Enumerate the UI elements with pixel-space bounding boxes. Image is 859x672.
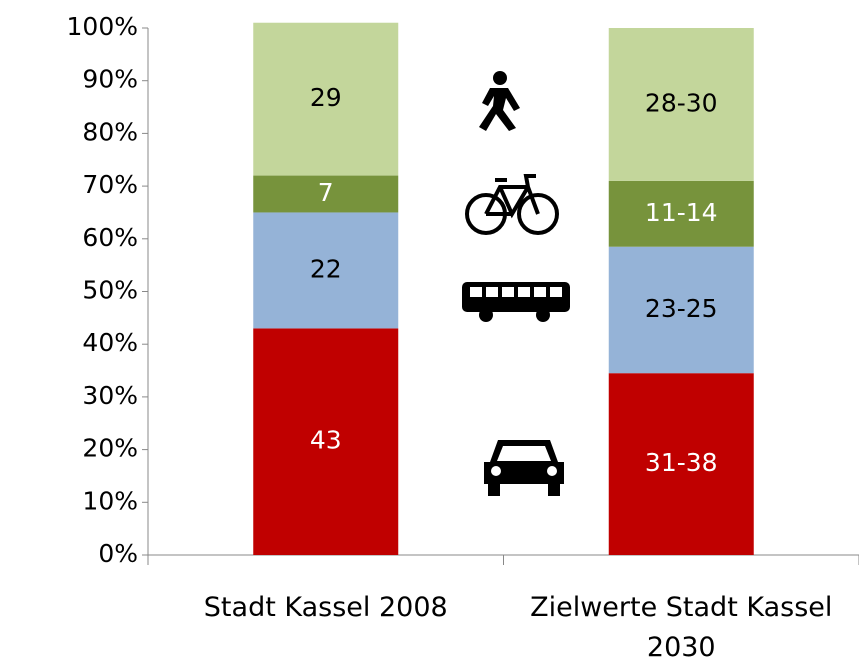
y-tick-label: 100% bbox=[67, 12, 138, 41]
bar-segment bbox=[608, 180, 754, 247]
bicycle-icon bbox=[465, 174, 559, 235]
y-tick-label: 80% bbox=[82, 117, 138, 146]
data-label: 11-14 bbox=[645, 198, 718, 227]
data-label: 23-25 bbox=[645, 294, 718, 323]
y-tick-label: 50% bbox=[82, 276, 138, 305]
bar-segment bbox=[608, 373, 754, 555]
data-label: 43 bbox=[310, 426, 342, 455]
data-label: 28-30 bbox=[645, 88, 718, 117]
y-tick-label: 0% bbox=[98, 539, 138, 568]
icons bbox=[462, 71, 570, 496]
data-label: 7 bbox=[318, 178, 334, 207]
bus-icon bbox=[462, 282, 570, 322]
y-tick-label: 10% bbox=[82, 486, 138, 515]
y-tick-label: 40% bbox=[82, 328, 138, 357]
car-icon bbox=[484, 440, 564, 496]
bar-segment bbox=[253, 328, 399, 555]
y-tick-label: 60% bbox=[82, 223, 138, 252]
y-tick-label: 70% bbox=[82, 170, 138, 199]
data-label: 29 bbox=[310, 83, 342, 112]
data-label: 22 bbox=[310, 254, 342, 283]
bar-segment bbox=[608, 28, 754, 181]
bar-segment bbox=[253, 212, 399, 329]
bar-segment bbox=[253, 175, 399, 213]
y-tick-label: 90% bbox=[82, 65, 138, 94]
y-tick-label: 20% bbox=[82, 434, 138, 463]
pedestrian-icon bbox=[479, 71, 520, 131]
bar-segment bbox=[253, 22, 399, 176]
x-tick-label: Stadt Kassel 2008 bbox=[203, 592, 448, 623]
bar-segment bbox=[608, 246, 754, 374]
x-tick-label: Zielwerte Stadt Kassel 2030 bbox=[530, 592, 833, 663]
data-label: 31-38 bbox=[645, 448, 718, 477]
y-tick-label: 30% bbox=[82, 381, 138, 410]
